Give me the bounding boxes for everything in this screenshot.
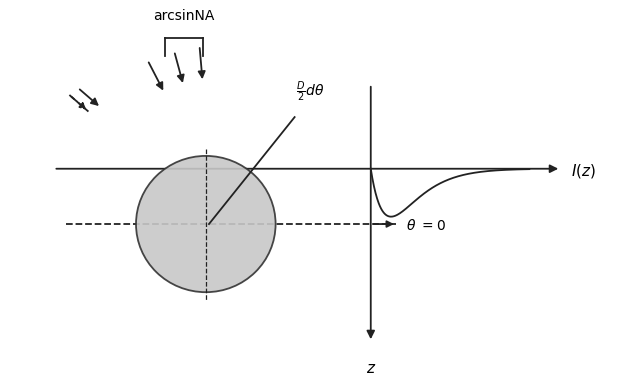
Text: $I(z)$: $I(z)$: [571, 162, 596, 179]
Text: arcsinNA: arcsinNA: [153, 9, 214, 23]
Text: $z$: $z$: [365, 362, 376, 376]
Text: $\theta\ =0$: $\theta\ =0$: [406, 218, 445, 234]
Ellipse shape: [136, 156, 276, 292]
Text: $\frac{D}{2}d\theta$: $\frac{D}{2}d\theta$: [296, 80, 324, 104]
